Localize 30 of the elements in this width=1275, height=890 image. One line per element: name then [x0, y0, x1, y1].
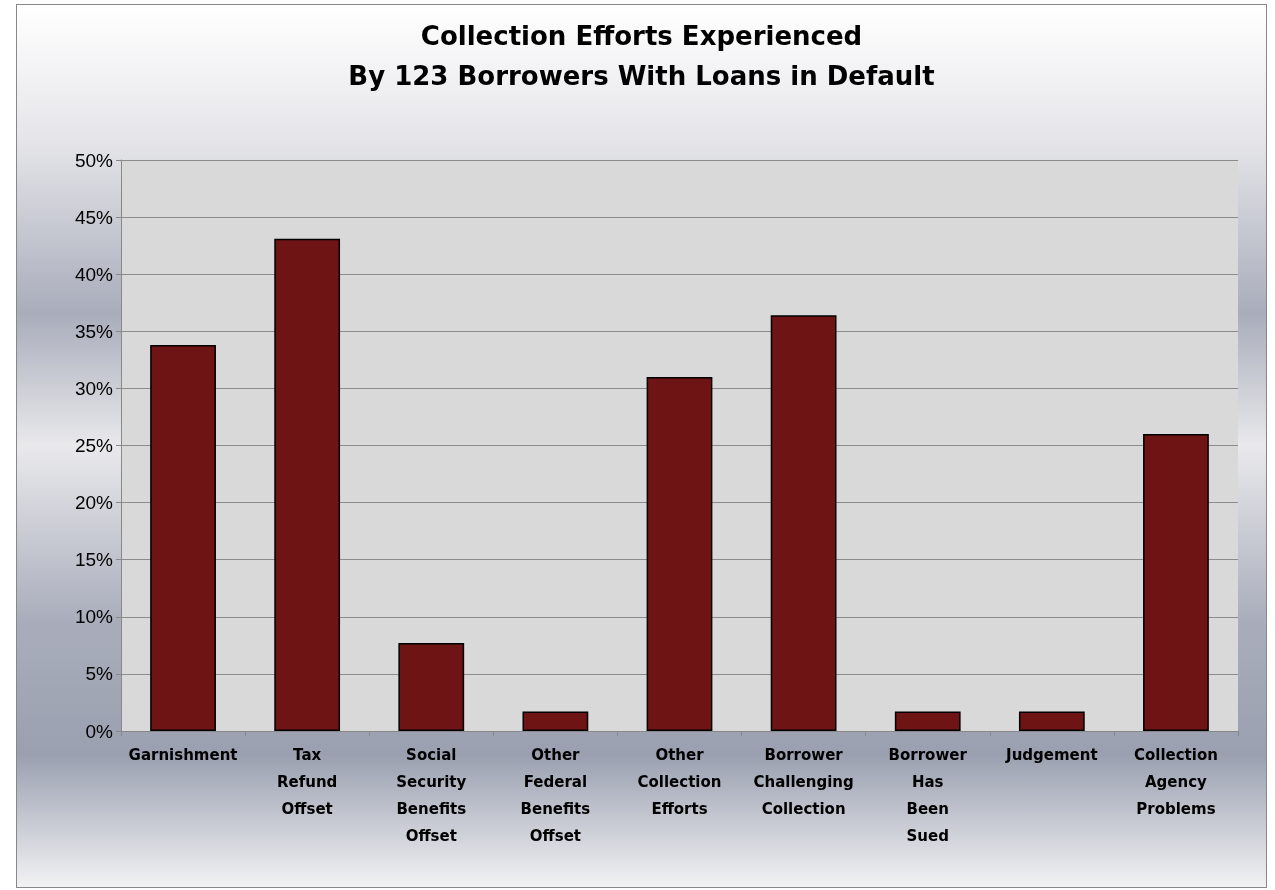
x-tick-label: Collection Agency Problems [1133, 745, 1218, 818]
y-tick-label: 25% [74, 435, 114, 456]
bar [646, 376, 713, 731]
bar [398, 643, 465, 731]
x-tick-label: Other Collection Efforts [637, 745, 722, 818]
x-tick-label: Borrower Has Been Sued [888, 745, 968, 845]
bar [274, 238, 341, 731]
y-tick-label: 30% [74, 377, 114, 399]
y-tick-label: 0% [85, 720, 114, 742]
y-tick-label: 40% [74, 263, 114, 285]
bar [1018, 711, 1085, 731]
x-tick-label: Social Security Benefits Offset [396, 745, 467, 845]
x-tick-label: Tax Refund Offset [276, 745, 338, 818]
x-tick-label: Other Federal Benefits Offset [520, 745, 591, 845]
bar [770, 315, 837, 731]
y-tick-label: 45% [74, 206, 114, 228]
y-tick-label: 35% [74, 320, 114, 342]
y-tick-label: 20% [74, 492, 114, 514]
bar [894, 711, 961, 731]
x-tick-label: Judgement [1005, 745, 1098, 764]
x-tick-label: Borrower Challenging Collection [753, 745, 854, 818]
y-tick-label: 15% [74, 549, 114, 571]
bar [522, 711, 589, 731]
y-tick-label: 50% [74, 149, 114, 171]
chart-title: Collection Efforts Experienced By 123 Borrowers With Loans in Default [348, 21, 935, 91]
bar [1143, 434, 1209, 731]
y-tick-label: 10% [74, 606, 114, 628]
y-tick-label: 5% [85, 663, 114, 685]
bar [150, 345, 216, 731]
x-tick-label: Garnishment [128, 745, 238, 764]
